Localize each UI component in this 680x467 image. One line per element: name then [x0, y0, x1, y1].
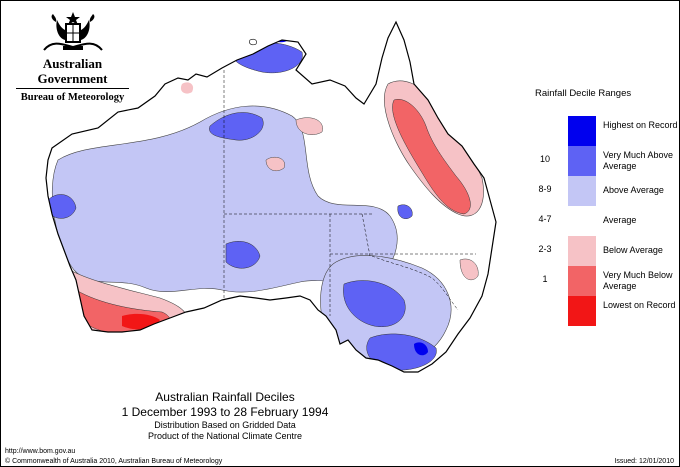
rainfall-map: [45, 21, 497, 373]
legend-label: Average: [603, 215, 637, 225]
legend-label: Lowest on Record: [603, 300, 676, 310]
map-titles: Australian Rainfall Deciles 1 December 1…: [100, 390, 350, 442]
legend-item-very-much-above-average: 10 Very Much Above Average: [530, 146, 680, 176]
legend-swatch: [568, 116, 596, 146]
website-link[interactable]: http://www.bom.gov.au: [5, 448, 76, 455]
legend-code: 8-9: [538, 184, 552, 194]
legend-label: Below Average: [603, 245, 663, 255]
map-period: 1 December 1993 to 28 February 1994: [121, 405, 329, 419]
legend-item-average: 4-7 Average: [530, 206, 680, 236]
legend-item-very-much-below-average: 1 Very Much Below Average: [530, 266, 680, 296]
legend-swatch: [568, 236, 596, 266]
legend-label: Highest on Record: [603, 120, 678, 130]
legend-swatch: [568, 206, 596, 236]
legend-item-above-average: 8-9 Above Average: [530, 176, 680, 206]
bureau-name: Bureau of Meteorology: [20, 92, 125, 103]
legend-swatch: [568, 146, 596, 176]
legend-item-highest-on-record: Highest on Record: [530, 116, 680, 146]
legend-label: Very Much Below Average: [603, 270, 673, 291]
map-producer-note: Product of the National Climate Centre: [147, 431, 303, 441]
legend-code: 2-3: [538, 244, 552, 254]
map-method-note: Distribution Based on Gridded Data: [154, 420, 296, 430]
issued-date: Issued: 12/01/2010: [614, 458, 674, 465]
legend-swatch: [568, 176, 596, 206]
legend-code: 10: [539, 154, 550, 164]
government-name: Australian Government: [37, 56, 108, 86]
map-title: Australian Rainfall Deciles: [155, 390, 295, 404]
legend-item-below-average: 2-3 Below Average: [530, 236, 680, 266]
copyright-notice: © Commonwealth of Australia 2010, Austra…: [5, 458, 223, 465]
logo-divider: [16, 88, 129, 89]
legend-code: 4-7: [538, 214, 552, 224]
legend: Rainfall Decile Ranges Highest on Record…: [530, 88, 680, 326]
coat-of-arms-icon: [42, 12, 103, 51]
legend-label: Above Average: [603, 185, 664, 195]
government-logo: Australian Government Bureau of Meteorol…: [10, 10, 135, 103]
legend-title: Rainfall Decile Ranges: [535, 88, 632, 99]
legend-item-lowest-on-record: Lowest on Record: [530, 296, 680, 326]
legend-code: 1: [542, 274, 548, 284]
legend-swatch: [568, 296, 596, 326]
legend-label: Very Much Above Average: [603, 150, 674, 171]
legend-swatch: [568, 266, 596, 296]
